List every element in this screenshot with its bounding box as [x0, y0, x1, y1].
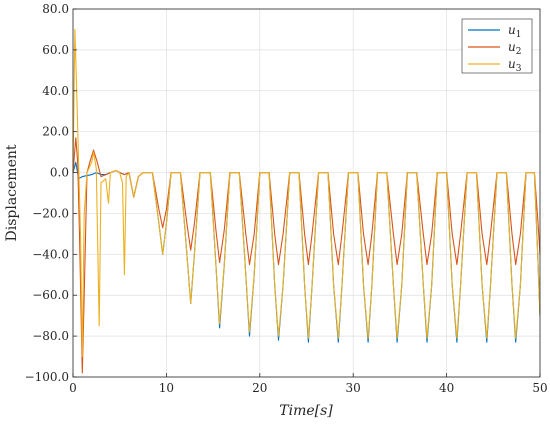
x-axis-ticks: 0 10 20 30 40 50 — [69, 373, 548, 395]
x-tick-label: 20 — [252, 381, 267, 395]
series-line-u2 — [72, 137, 541, 374]
legend-box — [461, 18, 533, 74]
x-tick-label: 0 — [69, 381, 77, 395]
y-tick-label: −20.0 — [32, 206, 69, 220]
y-axis-label: Displacement — [4, 144, 20, 241]
y-axis-ticks: 80.0 60.0 40.0 20.0 0.0 −20.0 −40.0 −60.0 −80.0 −… — [25, 2, 77, 384]
series-line-u3 — [72, 28, 541, 358]
y-tick-label: 40.0 — [42, 84, 69, 98]
y-tick-label: −40.0 — [32, 247, 69, 261]
x-axis-label: Time[s] — [279, 403, 333, 419]
grid-lines — [72, 8, 541, 378]
series-layer — [72, 28, 541, 374]
y-tick-label: 60.0 — [42, 43, 69, 57]
y-tick-label: 0.0 — [50, 166, 69, 180]
y-tick-label: 20.0 — [42, 125, 69, 139]
y-tick-label: −80.0 — [32, 329, 69, 343]
y-tick-label: −60.0 — [32, 288, 69, 302]
x-tick-label: 30 — [346, 381, 361, 395]
x-tick-label: 40 — [439, 381, 454, 395]
plot-frame — [72, 8, 541, 378]
x-tick-label: 50 — [532, 381, 547, 395]
y-tick-label: −100.0 — [25, 370, 69, 384]
y-tick-label: 80.0 — [42, 2, 69, 16]
x-tick-label: 10 — [159, 381, 174, 395]
